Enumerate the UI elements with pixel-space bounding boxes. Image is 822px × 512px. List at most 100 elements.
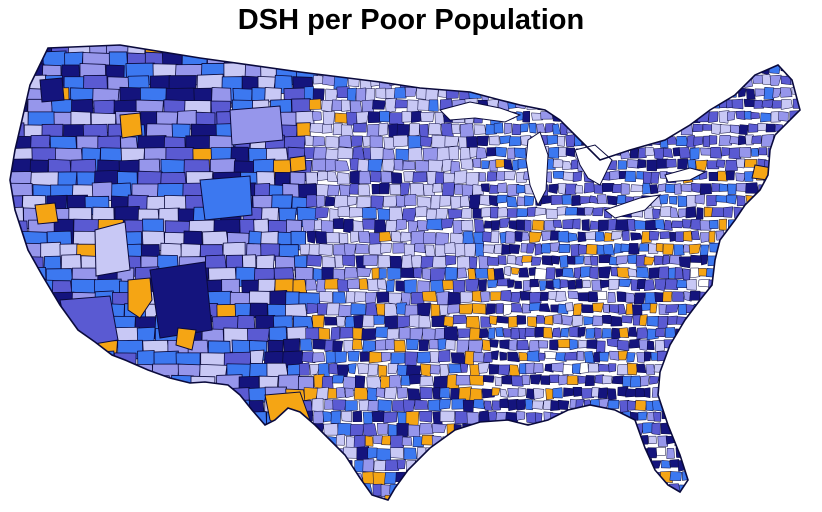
county-cell — [592, 302, 605, 313]
county-cell — [481, 447, 494, 459]
county-cell — [514, 280, 522, 289]
county-cell — [184, 399, 210, 421]
county-cell — [508, 315, 518, 328]
county-cell — [637, 122, 649, 134]
county-cell — [767, 52, 776, 63]
county-cell — [115, 483, 140, 500]
county-cell — [384, 459, 399, 471]
county-cell — [753, 340, 766, 349]
county-cell — [801, 100, 813, 108]
county-cell — [672, 291, 685, 302]
county-cell — [786, 51, 798, 62]
county-cell — [440, 471, 454, 485]
county-cell — [545, 267, 556, 280]
county-cell — [395, 64, 411, 79]
county-cell — [716, 159, 726, 168]
county-cell — [348, 183, 359, 195]
county-cell — [709, 327, 718, 338]
county-cell — [562, 218, 576, 230]
county-cell — [342, 255, 356, 267]
county-cell — [649, 230, 660, 241]
county-cell — [461, 50, 474, 63]
county-cell — [487, 327, 496, 340]
county-cell — [587, 362, 600, 373]
county-cell — [557, 458, 569, 470]
county-cell — [595, 98, 608, 107]
county-cell — [126, 363, 155, 391]
county-cell — [337, 205, 351, 217]
county-cell — [709, 362, 720, 373]
county-cell — [615, 255, 630, 265]
county-cells — [10, 45, 820, 500]
county-cell — [531, 219, 545, 231]
county-cell — [150, 423, 176, 451]
county-cell — [10, 62, 29, 91]
county-cell — [771, 195, 783, 206]
county-cell — [618, 434, 627, 446]
county-cell — [159, 435, 185, 460]
county-cell — [327, 387, 338, 399]
county-cell — [697, 327, 711, 339]
county-cell — [384, 472, 398, 485]
county-cell — [593, 459, 604, 469]
county-cell — [384, 386, 398, 400]
county-cell — [92, 460, 119, 488]
county-cell — [130, 398, 151, 422]
county-cell — [764, 363, 776, 375]
county-cell — [668, 76, 679, 88]
county-cell — [795, 172, 800, 181]
county-cell — [548, 98, 560, 107]
county-cell — [386, 279, 395, 292]
county-cell — [745, 292, 755, 301]
county-cell — [548, 64, 560, 74]
county-cell — [21, 484, 50, 500]
county-cell — [502, 328, 512, 338]
county-cell — [642, 182, 652, 195]
county-cell — [683, 291, 692, 302]
county-cell — [318, 243, 334, 256]
county-cell — [668, 87, 679, 99]
county-cell — [750, 398, 763, 410]
county-cell — [626, 136, 637, 148]
county-cell — [781, 483, 791, 493]
county-cell — [614, 99, 622, 110]
county-cell — [482, 339, 491, 352]
county-cell — [550, 471, 564, 481]
county-cell — [579, 471, 591, 481]
county-cell — [322, 111, 335, 126]
county-cell — [598, 471, 611, 482]
county-cell — [315, 230, 328, 244]
county-cell — [770, 243, 779, 255]
county-cell — [450, 62, 464, 75]
county-cell — [770, 339, 782, 348]
county-cell — [283, 50, 304, 68]
county-cell — [674, 183, 682, 195]
county-cell — [421, 290, 438, 302]
county-cell — [716, 255, 729, 266]
county-cell — [533, 363, 544, 374]
county-cell — [481, 88, 491, 101]
county-cell — [769, 304, 779, 314]
county-cell — [555, 352, 567, 362]
county-cell — [86, 483, 116, 500]
county-cell — [328, 362, 339, 375]
county-cell — [754, 88, 766, 97]
county-cell — [809, 220, 820, 231]
county-cell — [625, 435, 636, 445]
county-cell — [570, 470, 582, 481]
county-cell — [536, 314, 546, 324]
county-cell — [637, 411, 648, 421]
county-cell — [574, 76, 586, 87]
county-cell — [379, 110, 390, 123]
county-cell — [378, 122, 389, 136]
county-cell — [473, 124, 487, 135]
county-cell — [687, 375, 699, 386]
county-cell — [578, 112, 589, 123]
county-cell — [683, 230, 693, 242]
county-cell — [769, 328, 780, 339]
county-cell — [115, 460, 139, 488]
county-cell — [338, 232, 349, 244]
county-cell — [108, 423, 137, 445]
county-cell — [540, 51, 550, 62]
county-cell — [334, 254, 344, 269]
